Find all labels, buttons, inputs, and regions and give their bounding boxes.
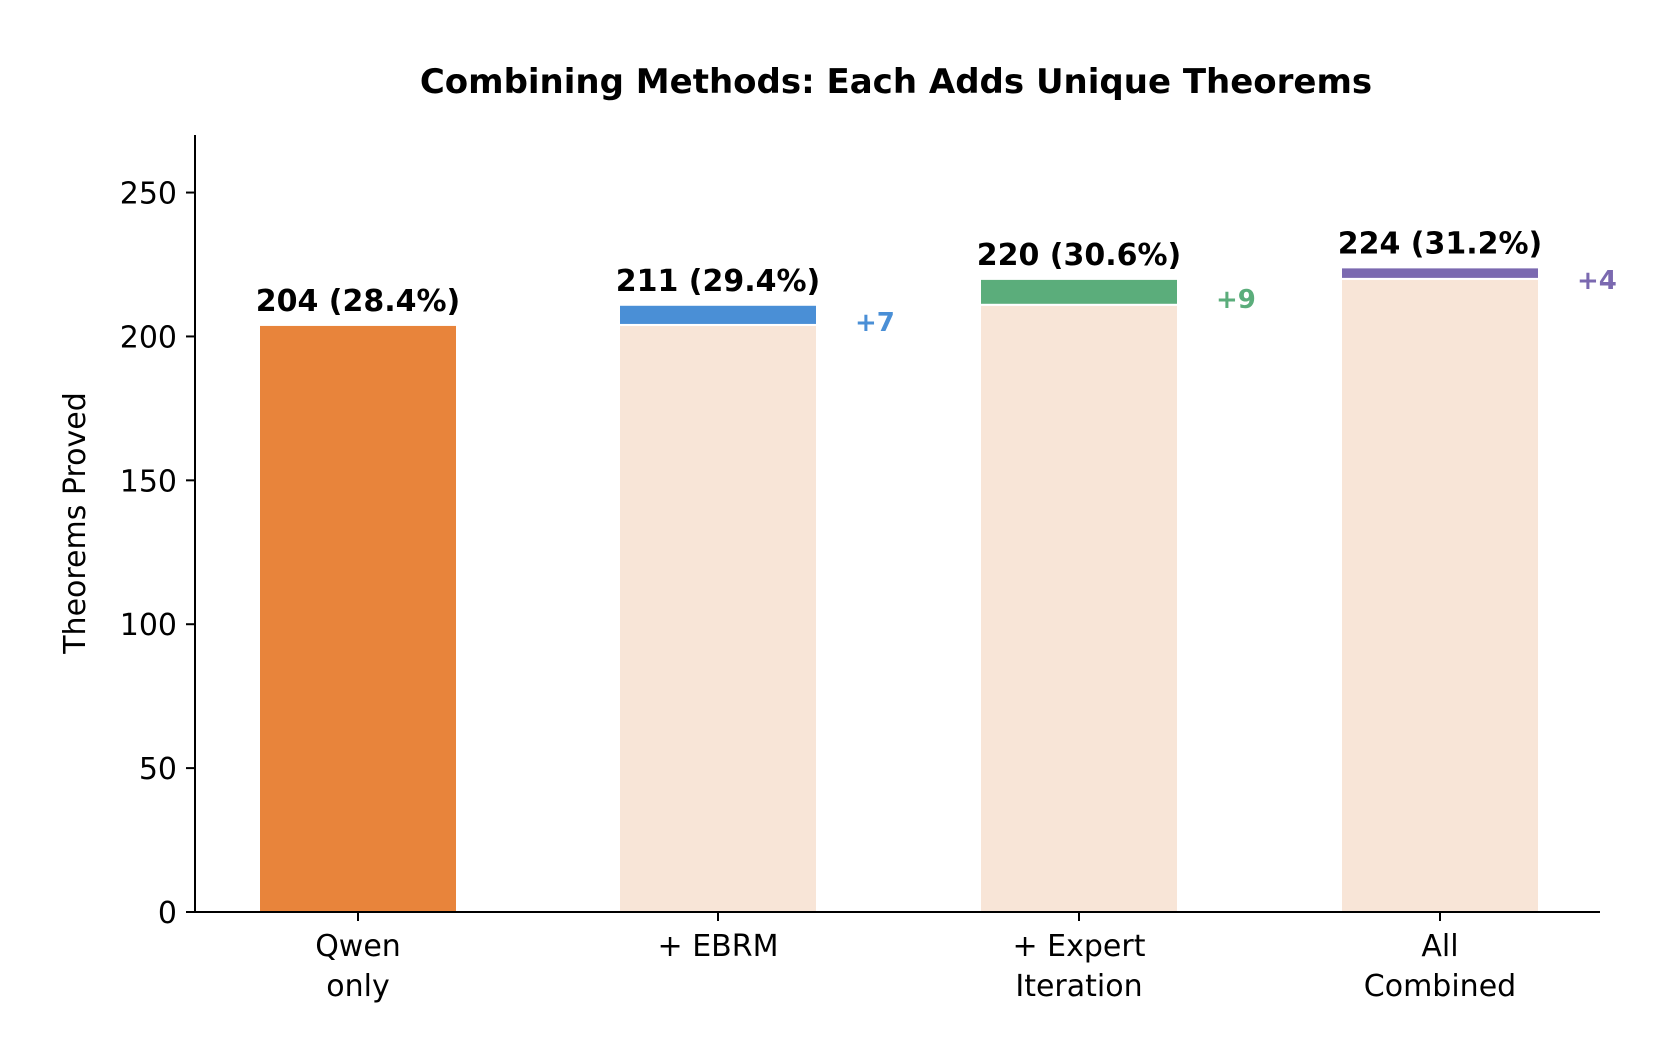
bar-increment-3 — [1340, 266, 1540, 280]
axes-layer: 0 50 100 150 200 250 Qwen only + EBRM + Expert Ite… — [120, 135, 1600, 1004]
bar-base-1 — [618, 323, 818, 913]
y-tick-label-0: 0 — [158, 896, 177, 931]
delta-label-2: +9 — [1216, 285, 1256, 315]
bar-increment-1 — [618, 303, 818, 326]
chart-title: Combining Methods: Each Adds Unique Theo… — [420, 62, 1372, 102]
x-tick-label-line: + EBRM — [658, 929, 779, 964]
y-tick-label-2: 100 — [120, 608, 177, 643]
total-label-0: 204 (28.4%) — [256, 284, 461, 319]
y-tick-label-5: 250 — [120, 177, 177, 212]
total-label-3: 224 (31.2%) — [1338, 226, 1543, 261]
x-tick-label-3: All Combined — [1364, 929, 1516, 1004]
bar-base-3 — [1340, 277, 1540, 913]
y-tick-label-4: 200 — [120, 320, 177, 355]
delta-label-1: +7 — [855, 308, 895, 338]
x-tick-label-line: Combined — [1364, 969, 1516, 1004]
bars-layer — [258, 266, 1540, 913]
bar-increment-2 — [979, 277, 1179, 306]
x-tick-label-line: Iteration — [1015, 969, 1142, 1004]
labels-layer: 204 (28.4%) 211 (29.4%) +7 220 (30.6%) +9 224… — [256, 226, 1617, 337]
x-tick-label-line: Qwen — [315, 929, 401, 964]
bar-base-2 — [979, 303, 1179, 913]
x-tick-label-0: Qwen only — [315, 929, 401, 1004]
x-tick-label-line: All — [1421, 929, 1458, 964]
y-tick-label-1: 50 — [139, 752, 177, 787]
x-tick-label-2: + Expert Iteration — [1013, 929, 1146, 1004]
x-tick-label-line: + Expert — [1013, 929, 1146, 964]
delta-label-3: +4 — [1577, 266, 1617, 296]
total-label-2: 220 (30.6%) — [977, 238, 1182, 273]
x-tick-label-line: only — [326, 969, 389, 1004]
total-label-1: 211 (29.4%) — [616, 264, 821, 299]
y-tick-label-3: 150 — [120, 464, 177, 499]
bar-0 — [258, 323, 458, 913]
y-axis-label: Theorems Proved — [58, 392, 93, 655]
x-tick-label-1: + EBRM — [658, 929, 779, 964]
